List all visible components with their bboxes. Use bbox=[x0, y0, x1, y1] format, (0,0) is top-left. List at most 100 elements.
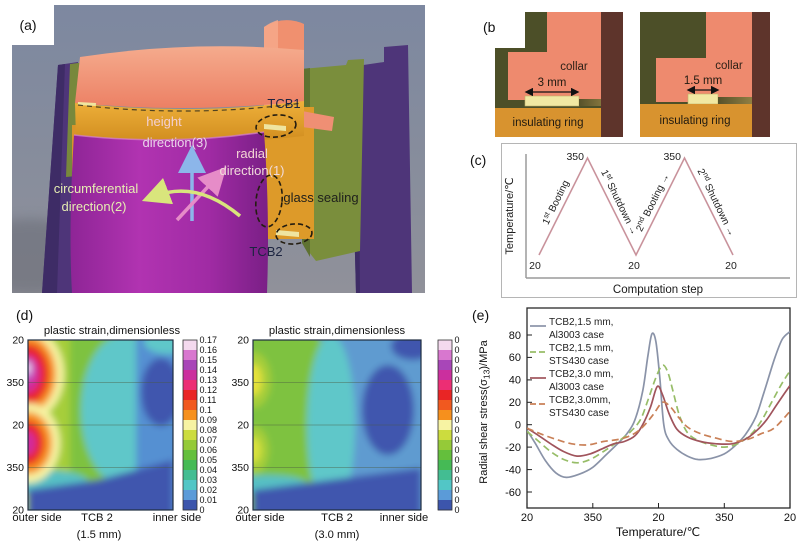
colorbar-tick-label: 0 bbox=[200, 505, 205, 515]
colorbar-tick-label: 0.1 bbox=[455, 405, 461, 415]
d-y-tick-label: 20 bbox=[237, 505, 249, 517]
colorbar-tick-label: 0.11 bbox=[455, 395, 461, 405]
panel-d-strain-maps: (d) plastic strain,dimensionless plastic… bbox=[6, 307, 461, 541]
colorbar-tick-label: 0.12 bbox=[455, 385, 461, 395]
tcb2-seal-chip bbox=[276, 230, 299, 237]
circumferential-label-line1: circumferential bbox=[54, 181, 139, 196]
c-phase-label-booting1: 1st Booting bbox=[539, 178, 572, 227]
tcb1-label: TCB1 bbox=[267, 96, 300, 111]
insulating-ring-shape bbox=[495, 108, 601, 137]
colorbar-tick-label: 0.09 bbox=[455, 415, 461, 425]
glass-sealing-label: glass sealing bbox=[283, 190, 358, 205]
e-y-tick-label: -60 bbox=[505, 487, 521, 499]
colorbar-tick-label: 0.05 bbox=[200, 455, 218, 465]
d-right-y-ticks: 20 350 20 350 20 bbox=[231, 335, 249, 517]
e-series-line bbox=[527, 385, 790, 458]
panel-c-label: (c) bbox=[470, 152, 487, 168]
colorbar-tick-label: 0.06 bbox=[200, 445, 218, 455]
e-legend-label: STS430 case bbox=[549, 356, 609, 367]
colorbar-tick-label: 0.07 bbox=[200, 435, 218, 445]
d-right-x-label-center: TCB 2 bbox=[321, 512, 353, 524]
collar-shape bbox=[656, 12, 752, 102]
colorbar-segment bbox=[438, 400, 452, 411]
radial-axis-arrow-icon bbox=[175, 166, 227, 222]
d-right-contour-plot bbox=[252, 339, 422, 511]
e-y-tick-label: 80 bbox=[509, 330, 521, 342]
e-x-tick-label: 350 bbox=[715, 512, 733, 524]
colorbar-tick-label: 0.17 bbox=[455, 335, 461, 345]
panel-e-stress-chart: (e) Radial shear stress(σ13)/MPa Tempera… bbox=[472, 307, 796, 539]
colorbar-tick-label: 0.01 bbox=[200, 495, 218, 505]
colorbar-tick-label: 0.08 bbox=[200, 425, 218, 435]
panel-c-temperature-plot: Temperature/℃ Computation step 20 350 20… bbox=[501, 143, 797, 298]
d-right-caption: (3.0 mm) bbox=[315, 529, 360, 541]
colorbar-segment bbox=[438, 430, 452, 441]
colorbar-segment bbox=[438, 470, 452, 481]
colorbar-tick-label: 0.14 bbox=[200, 365, 218, 375]
colorbar-segment bbox=[438, 420, 452, 431]
tcb2-label: TCB2 bbox=[249, 244, 282, 259]
colorbar-tick-label: 0.12 bbox=[200, 385, 218, 395]
c-temperature-line bbox=[538, 156, 734, 257]
circumferential-arrow-icon bbox=[141, 177, 242, 218]
colorbar-segment bbox=[438, 480, 452, 491]
collar-shape bbox=[508, 12, 601, 100]
colorbar-segment bbox=[183, 450, 197, 461]
panel-b-right-section: collar 1.5 mm insulating ring bbox=[640, 12, 770, 137]
d-left-colorbar: 0.170.160.150.140.130.120.110.10.090.080… bbox=[182, 335, 218, 515]
colorbar-segment bbox=[183, 350, 197, 361]
colorbar-segment bbox=[183, 400, 197, 411]
e-y-tick-label: 20 bbox=[509, 397, 521, 409]
colorbar-segment bbox=[438, 360, 452, 371]
c-point-label: 20 bbox=[725, 260, 737, 272]
panel-a-3d-model: (a) height direction(3) radial direction… bbox=[12, 5, 425, 293]
d-y-tick-label: 20 bbox=[237, 420, 249, 432]
c-x-axis-title: Computation step bbox=[613, 284, 703, 296]
colorbar-segment bbox=[438, 390, 452, 401]
colorbar-tick-label: 0.14 bbox=[455, 365, 461, 375]
radial-label-line1: radial bbox=[236, 146, 268, 161]
c-y-axis-title: Temperature/℃ bbox=[504, 177, 516, 254]
insulating-ring-shape bbox=[640, 104, 752, 137]
c-point-label: 20 bbox=[529, 260, 541, 272]
colorbar-segment bbox=[438, 350, 452, 361]
e-legend-label: TCB2,3.0 mm, bbox=[549, 369, 613, 380]
colorbar-tick-label: 0.11 bbox=[200, 395, 217, 405]
colorbar-segment bbox=[183, 460, 197, 471]
colorbar-segment bbox=[438, 340, 452, 351]
colorbar-segment bbox=[183, 410, 197, 421]
colorbar-segment bbox=[438, 500, 452, 511]
e-plot-dynamic-content: 80 60 40 20 0 -20 -40 -60 20 350 20 350 20 TCB2,1.5 m… bbox=[505, 317, 796, 524]
colorbar-segment bbox=[183, 420, 197, 431]
colorbar-segment bbox=[438, 440, 452, 451]
colorbar-tick-label: 0.09 bbox=[200, 415, 218, 425]
e-y-tick-label: 0 bbox=[515, 420, 521, 432]
colorbar-tick-label: 0.06 bbox=[455, 445, 461, 455]
d-y-tick-label: 350 bbox=[231, 462, 249, 474]
colorbar-tick-label: 0.16 bbox=[200, 345, 218, 355]
e-y-tick-label: 60 bbox=[509, 352, 521, 364]
e-series-line bbox=[527, 364, 790, 464]
d-left-x-label-outer: outer side bbox=[12, 512, 61, 524]
colorbar-tick-label: 0 bbox=[455, 505, 460, 515]
d-left-x-label-inner: inner side bbox=[153, 512, 202, 524]
insulating-ring-label: insulating ring bbox=[513, 117, 584, 129]
d-right-title: plastic strain,dimensionless bbox=[269, 325, 406, 337]
c-phase-label-shutdown2: 2nd Shutdown → bbox=[695, 166, 740, 238]
panel-b-label-notch bbox=[495, 12, 525, 48]
e-y-axis-title: Radial shear stress(σ13)/MPa bbox=[478, 339, 492, 483]
panel-d-label: (d) bbox=[16, 307, 33, 323]
colorbar-segment bbox=[183, 380, 197, 391]
colorbar-tick-label: 0.17 bbox=[200, 335, 218, 345]
colorbar-segment bbox=[183, 480, 197, 491]
c-point-label: 350 bbox=[566, 151, 584, 163]
colorbar-segment bbox=[438, 490, 452, 501]
colorbar-segment bbox=[438, 450, 452, 461]
colorbar-tick-label: 0.15 bbox=[455, 355, 461, 365]
colorbar-segment bbox=[183, 340, 197, 351]
panel-a-label: (a) bbox=[19, 17, 36, 33]
collar-label: collar bbox=[715, 60, 743, 72]
outer-wall-strip bbox=[601, 12, 623, 137]
d-y-tick-label: 20 bbox=[237, 335, 249, 347]
gap-width-label: 1.5 mm bbox=[684, 75, 722, 87]
